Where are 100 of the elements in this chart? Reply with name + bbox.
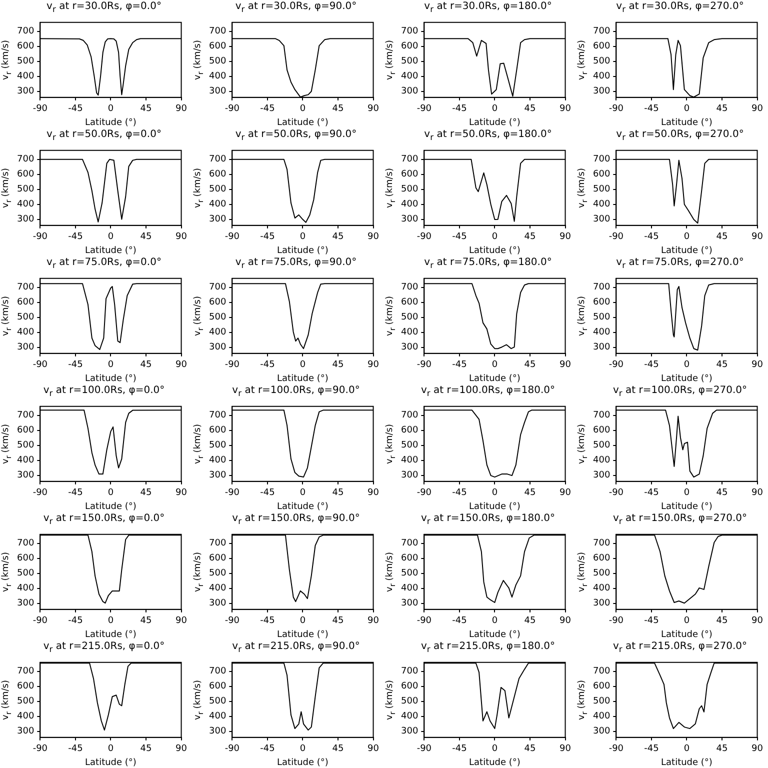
x-axis-title: Latitude (°) <box>661 758 712 768</box>
y-tick-label: 600 <box>16 170 34 180</box>
x-tick-label: 0 <box>492 360 498 370</box>
x-axis-title: Latitude (°) <box>661 502 712 512</box>
x-tick-label: 45 <box>332 744 344 754</box>
x-axis-title: Latitude (°) <box>85 246 136 256</box>
x-axis-title: Latitude (°) <box>277 246 328 256</box>
x-tick-label: -90 <box>32 104 48 114</box>
x-tick-label: 45 <box>140 360 152 370</box>
y-tick-label: 500 <box>592 56 610 67</box>
x-tick-label: -45 <box>68 232 83 242</box>
x-tick-label: -90 <box>224 360 240 370</box>
y-tick-label: 700 <box>400 282 418 293</box>
x-tick-label: 45 <box>524 744 536 754</box>
x-tick-label: 90 <box>560 488 572 498</box>
x-tick-label: -45 <box>260 104 275 114</box>
chart-title: v$_{r}$ at r=215.0Rs, φ=180.0° <box>420 641 556 654</box>
chart-title: v$_{r}$ at r=30.0Rs, φ=270.0° <box>615 1 745 14</box>
x-tick-label: 0 <box>300 488 306 498</box>
x-tick-label: 90 <box>560 744 572 754</box>
y-tick-label: 400 <box>208 456 226 466</box>
x-tick-label: 45 <box>524 360 536 370</box>
x-tick-label: -45 <box>644 744 659 754</box>
x-tick-label: 90 <box>368 616 380 626</box>
y-tick-label: 300 <box>16 598 34 609</box>
y-tick-label: 600 <box>400 682 418 692</box>
chart-title: v$_{r}$ at r=75.0Rs, φ=180.0° <box>423 257 553 270</box>
chart-title: v$_{r}$ at r=150.0Rs, φ=180.0° <box>420 513 556 526</box>
y-tick-label: 700 <box>208 666 226 677</box>
x-tick-label: 90 <box>560 360 572 370</box>
y-tick-label: 600 <box>208 554 226 564</box>
x-tick-label: -90 <box>224 744 240 754</box>
x-tick-label: -90 <box>608 360 624 370</box>
y-tick-label: 500 <box>208 440 226 451</box>
x-tick-label: 0 <box>684 104 690 114</box>
x-tick-label: 0 <box>684 488 690 498</box>
x-tick-label: 90 <box>176 360 188 370</box>
y-tick-label: 600 <box>592 682 610 692</box>
x-tick-label: 0 <box>492 616 498 626</box>
y-tick-label: 400 <box>208 328 226 338</box>
y-tick-label: 600 <box>592 170 610 180</box>
y-tick-label: 400 <box>16 584 34 594</box>
x-tick-label: -90 <box>224 488 240 498</box>
y-tick-label: 400 <box>16 72 34 82</box>
y-tick-label: 500 <box>16 440 34 451</box>
x-axis-title: Latitude (°) <box>277 374 328 384</box>
x-tick-label: 45 <box>332 616 344 626</box>
y-tick-label: 600 <box>208 682 226 692</box>
x-tick-label: 0 <box>492 744 498 754</box>
y-tick-label: 700 <box>16 538 34 549</box>
y-tick-label: 700 <box>16 154 34 165</box>
y-tick-label: 300 <box>400 726 418 737</box>
x-axis-title: Latitude (°) <box>469 118 520 128</box>
y-tick-label: 700 <box>16 666 34 677</box>
y-tick-label: 500 <box>208 56 226 67</box>
x-tick-label: -45 <box>644 104 659 114</box>
x-tick-label: 45 <box>716 232 728 242</box>
x-axis-title: Latitude (°) <box>469 246 520 256</box>
y-tick-label: 700 <box>208 538 226 549</box>
y-tick-label: 300 <box>592 470 610 481</box>
y-tick-label: 300 <box>592 214 610 225</box>
y-tick-label: 300 <box>16 470 34 481</box>
x-tick-label: -45 <box>452 104 467 114</box>
y-tick-label: 700 <box>208 410 226 421</box>
chart-title: v$_{r}$ at r=75.0Rs, φ=270.0° <box>615 257 745 270</box>
x-axis-title: Latitude (°) <box>661 630 712 640</box>
y-tick-label: 300 <box>208 342 226 353</box>
x-tick-label: -45 <box>260 232 275 242</box>
chart-title: v$_{r}$ at r=100.0Rs, φ=90.0° <box>231 385 361 398</box>
y-tick-label: 700 <box>16 282 34 293</box>
x-axis-title: Latitude (°) <box>277 502 328 512</box>
chart-title: v$_{r}$ at r=50.0Rs, φ=0.0° <box>46 129 162 142</box>
y-tick-label: 300 <box>16 726 34 737</box>
y-tick-label: 500 <box>400 184 418 195</box>
x-tick-label: 0 <box>684 360 690 370</box>
x-tick-label: 90 <box>368 744 380 754</box>
x-tick-label: 45 <box>524 616 536 626</box>
y-tick-label: 600 <box>16 42 34 52</box>
x-tick-label: 90 <box>560 616 572 626</box>
x-tick-label: -45 <box>68 744 83 754</box>
x-tick-label: -90 <box>32 616 48 626</box>
x-tick-label: 90 <box>176 616 188 626</box>
x-tick-label: 0 <box>684 232 690 242</box>
y-tick-label: 400 <box>592 328 610 338</box>
x-axis-title: Latitude (°) <box>661 246 712 256</box>
chart-title: v$_{r}$ at r=100.0Rs, φ=180.0° <box>420 385 556 398</box>
x-tick-label: -45 <box>644 488 659 498</box>
x-axis-title: Latitude (°) <box>469 502 520 512</box>
y-tick-label: 700 <box>208 26 226 37</box>
x-tick-label: 90 <box>368 488 380 498</box>
y-tick-label: 500 <box>400 56 418 67</box>
x-axis-title: Latitude (°) <box>469 374 520 384</box>
y-tick-label: 700 <box>400 666 418 677</box>
y-tick-label: 300 <box>400 214 418 225</box>
x-tick-label: -45 <box>260 488 275 498</box>
y-tick-label: 400 <box>592 712 610 722</box>
y-tick-label: 600 <box>400 554 418 564</box>
x-tick-label: -90 <box>224 104 240 114</box>
x-tick-label: -45 <box>644 616 659 626</box>
y-tick-label: 300 <box>208 598 226 609</box>
